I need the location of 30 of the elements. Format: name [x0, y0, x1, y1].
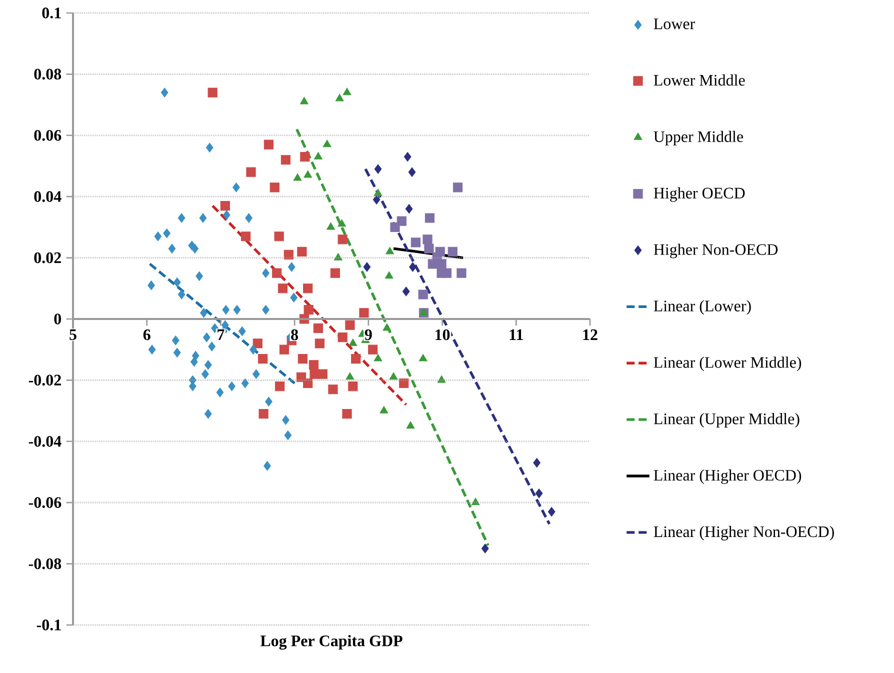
y-tick-label: -0.02	[28, 374, 61, 386]
legend-label: Linear (Upper Middle)	[654, 413, 800, 428]
legend-label: Higher Non-OECD	[654, 244, 778, 258]
x-tick-label: 11	[510, 329, 523, 340]
y-tick-label: -0.08	[28, 558, 62, 570]
y-tick-label: -0.04	[28, 436, 62, 447]
y-tick-label: -0.06	[28, 497, 62, 508]
legend-label: Linear (Higher Non-OECD)	[654, 526, 834, 540]
y-tick-label: 0	[54, 314, 62, 324]
legend-label: Upper Middle	[654, 130, 744, 146]
legend-label: Linear (Higher OECD)	[654, 469, 802, 484]
y-tick-label: 0.04	[34, 191, 62, 202]
legend-label: Linear (Lower Middle)	[654, 356, 802, 372]
x-tick-label: 7	[218, 329, 224, 340]
x-tick-label: 5	[70, 329, 76, 340]
y-tick-label: 0.1	[42, 8, 61, 18]
x-tick-label: 10	[436, 329, 450, 340]
x-tick-label: 6	[143, 329, 150, 340]
y-tick-label: -0.1	[36, 620, 61, 630]
x-tick-label: 12	[583, 329, 598, 340]
legend-label: Lower Middle	[654, 74, 745, 86]
x-tick-label: 9	[364, 329, 372, 340]
legend-label: Higher OECD	[654, 187, 745, 202]
legend-label: Lower	[654, 18, 695, 30]
y-tick-label: 0.06	[34, 130, 62, 141]
legend-label: Linear (Lower)	[654, 300, 751, 315]
x-tick-label: 8	[291, 329, 298, 340]
y-tick-label: 0.08	[34, 68, 62, 80]
x-axis-title: Log Per Capita GDP	[260, 635, 402, 650]
y-tick-label: 0.02	[34, 252, 61, 264]
